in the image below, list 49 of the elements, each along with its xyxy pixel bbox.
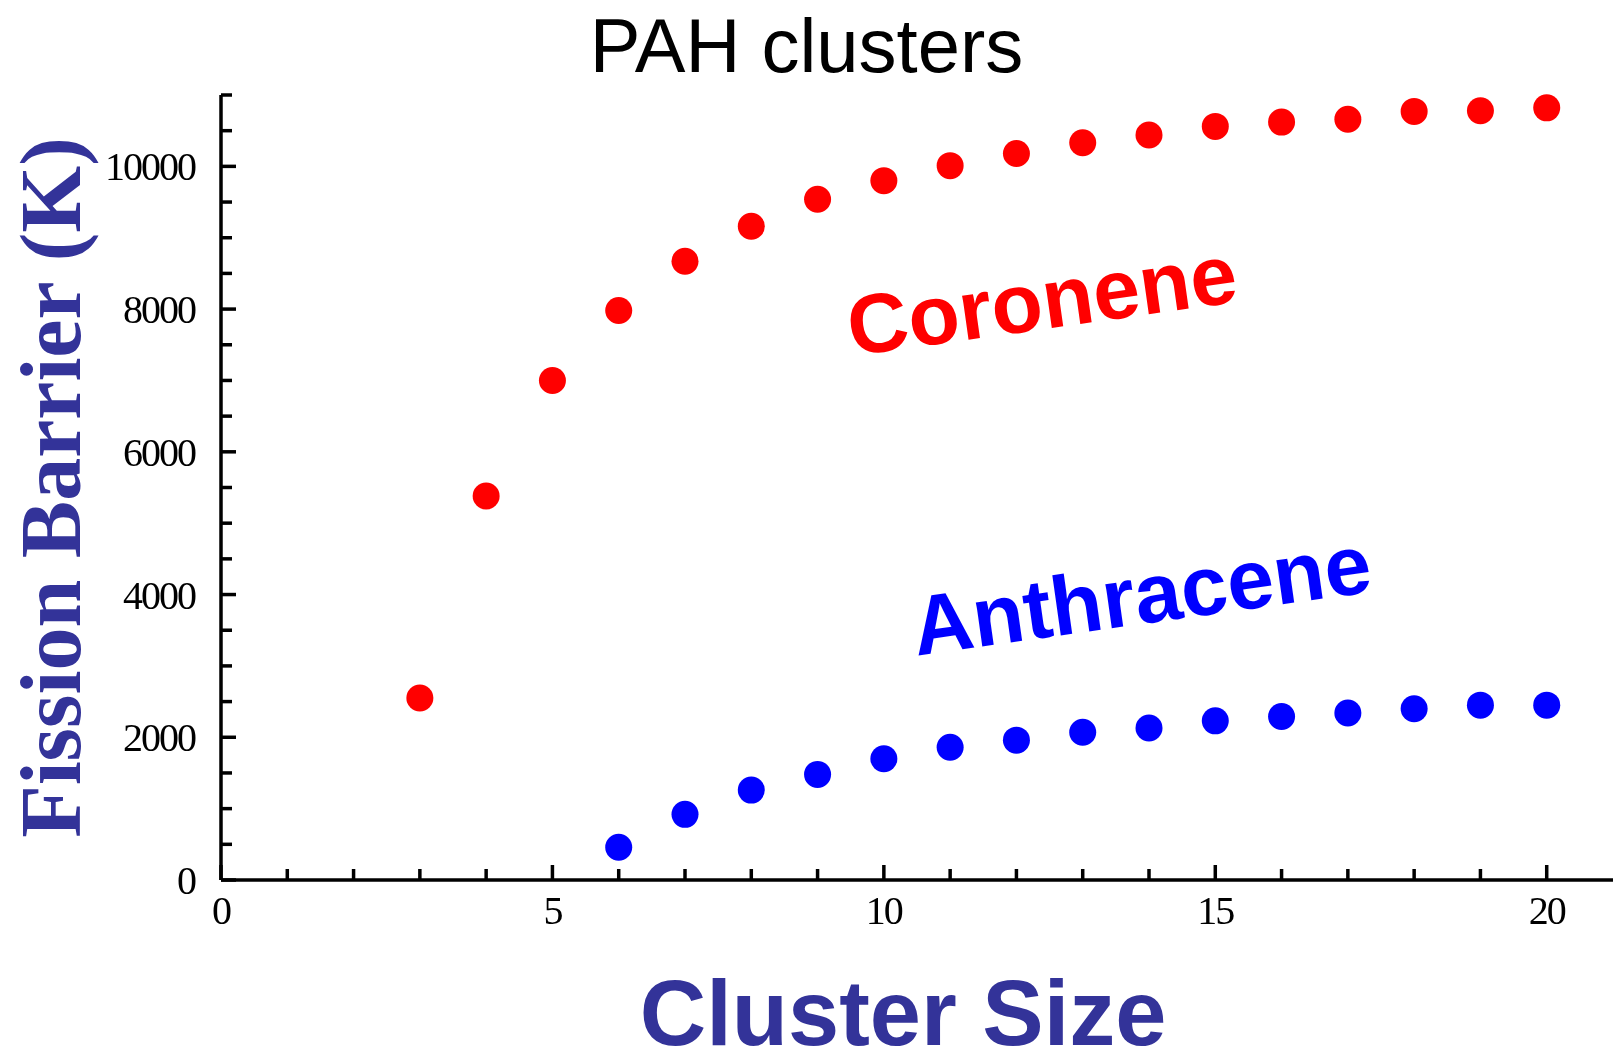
y-tick-label: 6000: [123, 429, 196, 475]
point: [1069, 718, 1097, 746]
point: [1400, 97, 1428, 125]
point: [936, 152, 964, 180]
text: Anthracene: [905, 516, 1377, 674]
point: [737, 776, 765, 804]
point: [1334, 105, 1362, 133]
point: [1201, 707, 1229, 735]
x-tick-label: 0: [212, 888, 231, 933]
point: [671, 800, 699, 828]
y-axis-title: Fission Barrier (K): [3, 137, 99, 838]
point: [1135, 714, 1163, 742]
x-tick-label: 10: [865, 888, 903, 933]
point: [1201, 112, 1229, 140]
point: [1334, 699, 1362, 727]
point: [1002, 726, 1030, 754]
point: [1533, 94, 1561, 122]
y-tick-label: 10000: [105, 143, 196, 189]
chart-title: PAH clusters: [589, 3, 1024, 88]
x-tick-label: 5: [543, 888, 563, 933]
text: Coronene: [841, 226, 1243, 374]
point: [1400, 695, 1428, 723]
point: [1466, 691, 1494, 719]
point: [936, 733, 964, 761]
point: [1069, 129, 1097, 157]
point: [1002, 140, 1030, 168]
point: [671, 247, 699, 275]
point: [804, 185, 832, 213]
point: [538, 366, 566, 394]
point: [870, 745, 898, 773]
point: [737, 212, 765, 240]
y-tick-label: 8000: [123, 286, 196, 332]
point: [1268, 703, 1296, 731]
point: [804, 760, 832, 788]
point: [605, 833, 633, 861]
x-axis-title: Cluster Size: [639, 962, 1167, 1053]
point: [406, 684, 434, 712]
x-tick-label: 15: [1197, 888, 1235, 933]
point: [1466, 97, 1494, 125]
y-tick-label: 2000: [123, 714, 196, 760]
point: [1268, 108, 1296, 136]
point: [1533, 691, 1561, 719]
point: [472, 482, 500, 510]
point: [1135, 121, 1163, 149]
point: [605, 297, 633, 325]
y-tick-label: 0: [177, 857, 196, 903]
y-tick-label: 4000: [123, 572, 196, 618]
point: [870, 167, 898, 195]
x-tick-label: 20: [1528, 888, 1566, 933]
